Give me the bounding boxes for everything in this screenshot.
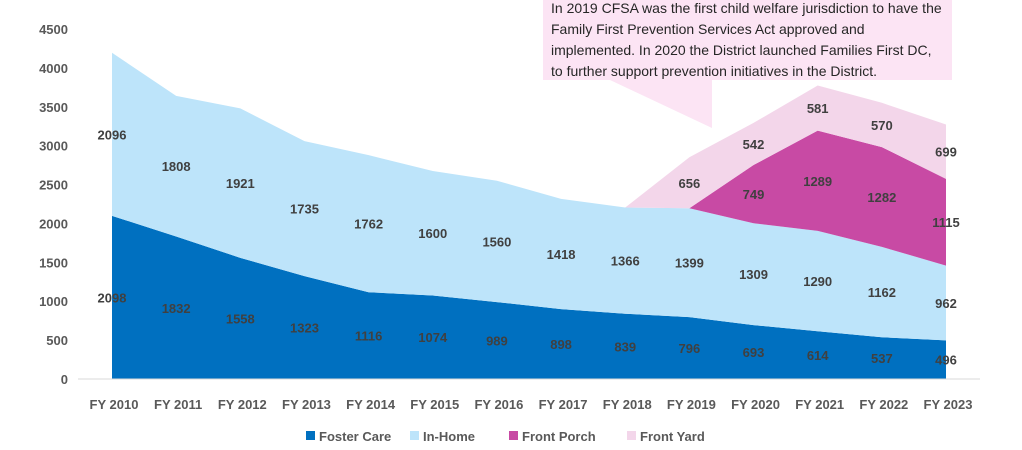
legend-label: Foster Care — [319, 429, 391, 444]
y-tick-label: 0 — [61, 372, 68, 387]
data-label: 1366 — [611, 254, 640, 269]
y-tick-label: 2500 — [39, 178, 68, 193]
data-label: 1418 — [547, 247, 576, 262]
data-label: 614 — [807, 348, 829, 363]
data-label: 1290 — [803, 274, 832, 289]
x-tick-label: FY 2014 — [346, 397, 396, 412]
x-tick-label: FY 2019 — [667, 397, 716, 412]
legend-swatch — [410, 431, 419, 440]
y-tick-label: 2000 — [39, 216, 68, 231]
data-label: 1735 — [290, 202, 319, 217]
data-label: 1323 — [290, 321, 319, 336]
data-label: 496 — [935, 353, 957, 368]
area-front-porch — [689, 130, 946, 266]
x-tick-label: FY 2018 — [603, 397, 652, 412]
area-front-yard — [625, 85, 946, 209]
x-tick-label: FY 2011 — [154, 397, 202, 412]
data-label: 839 — [614, 339, 636, 354]
x-tick-label: FY 2015 — [410, 397, 459, 412]
legend-label: In-Home — [423, 429, 475, 444]
data-label: 1282 — [867, 190, 896, 205]
data-label: 1162 — [868, 285, 896, 300]
legend-swatch — [306, 431, 315, 440]
data-label: 1600 — [418, 226, 447, 241]
data-label: 537 — [871, 351, 893, 366]
data-label: 989 — [486, 334, 508, 349]
data-label: 2098 — [98, 290, 127, 305]
data-label: 693 — [743, 345, 765, 360]
annotation-background — [543, 0, 952, 128]
x-tick-label: FY 2010 — [90, 397, 139, 412]
data-label: 542 — [743, 137, 765, 152]
data-label: 1832 — [162, 301, 191, 316]
data-label: 962 — [935, 296, 957, 311]
data-label: 1116 — [355, 329, 383, 344]
data-label: 581 — [807, 101, 829, 116]
x-tick-label: FY 2023 — [924, 397, 973, 412]
legend-label: Front Yard — [640, 429, 705, 444]
data-label: 1808 — [162, 159, 191, 174]
data-label: 1762 — [354, 217, 383, 232]
y-tick-label: 4000 — [39, 61, 68, 76]
data-label: 1921 — [226, 176, 255, 191]
y-tick-label: 3500 — [39, 100, 68, 115]
data-label: 898 — [550, 337, 572, 352]
legend-label: Front Porch — [522, 429, 596, 444]
data-label: 2096 — [98, 127, 127, 142]
x-tick-label: FY 2016 — [474, 397, 523, 412]
data-label: 1560 — [482, 234, 511, 249]
data-label: 1309 — [739, 267, 768, 282]
area-foster-care — [112, 215, 946, 379]
data-label: 1289 — [803, 174, 832, 189]
x-tick-label: FY 2013 — [282, 397, 331, 412]
x-tick-label: FY 2020 — [731, 397, 780, 412]
data-label: 570 — [871, 118, 893, 133]
legend-swatch — [509, 431, 518, 440]
x-tick-label: FY 2021 — [795, 397, 844, 412]
x-tick-label: FY 2012 — [218, 397, 267, 412]
y-tick-label: 3000 — [39, 139, 68, 154]
annotation-callout: In 2019 CFSA was the first child welfare… — [551, 0, 942, 79]
y-tick-label: 500 — [46, 333, 68, 348]
data-label: 749 — [743, 187, 765, 202]
data-label: 699 — [935, 145, 957, 160]
data-label: 1115 — [932, 215, 960, 230]
y-tick-label: 1500 — [39, 255, 68, 270]
data-label: 1399 — [675, 256, 704, 271]
legend-swatch — [627, 431, 636, 440]
data-label: 656 — [679, 176, 701, 191]
x-tick-label: FY 2022 — [859, 397, 908, 412]
area-in-home — [112, 52, 946, 341]
y-tick-label: 1000 — [39, 294, 68, 309]
data-label: 1074 — [418, 330, 448, 345]
data-label: 796 — [679, 341, 701, 356]
x-tick-label: FY 2017 — [539, 397, 588, 412]
data-label: 1558 — [226, 311, 255, 326]
y-tick-label: 4500 — [39, 22, 68, 37]
